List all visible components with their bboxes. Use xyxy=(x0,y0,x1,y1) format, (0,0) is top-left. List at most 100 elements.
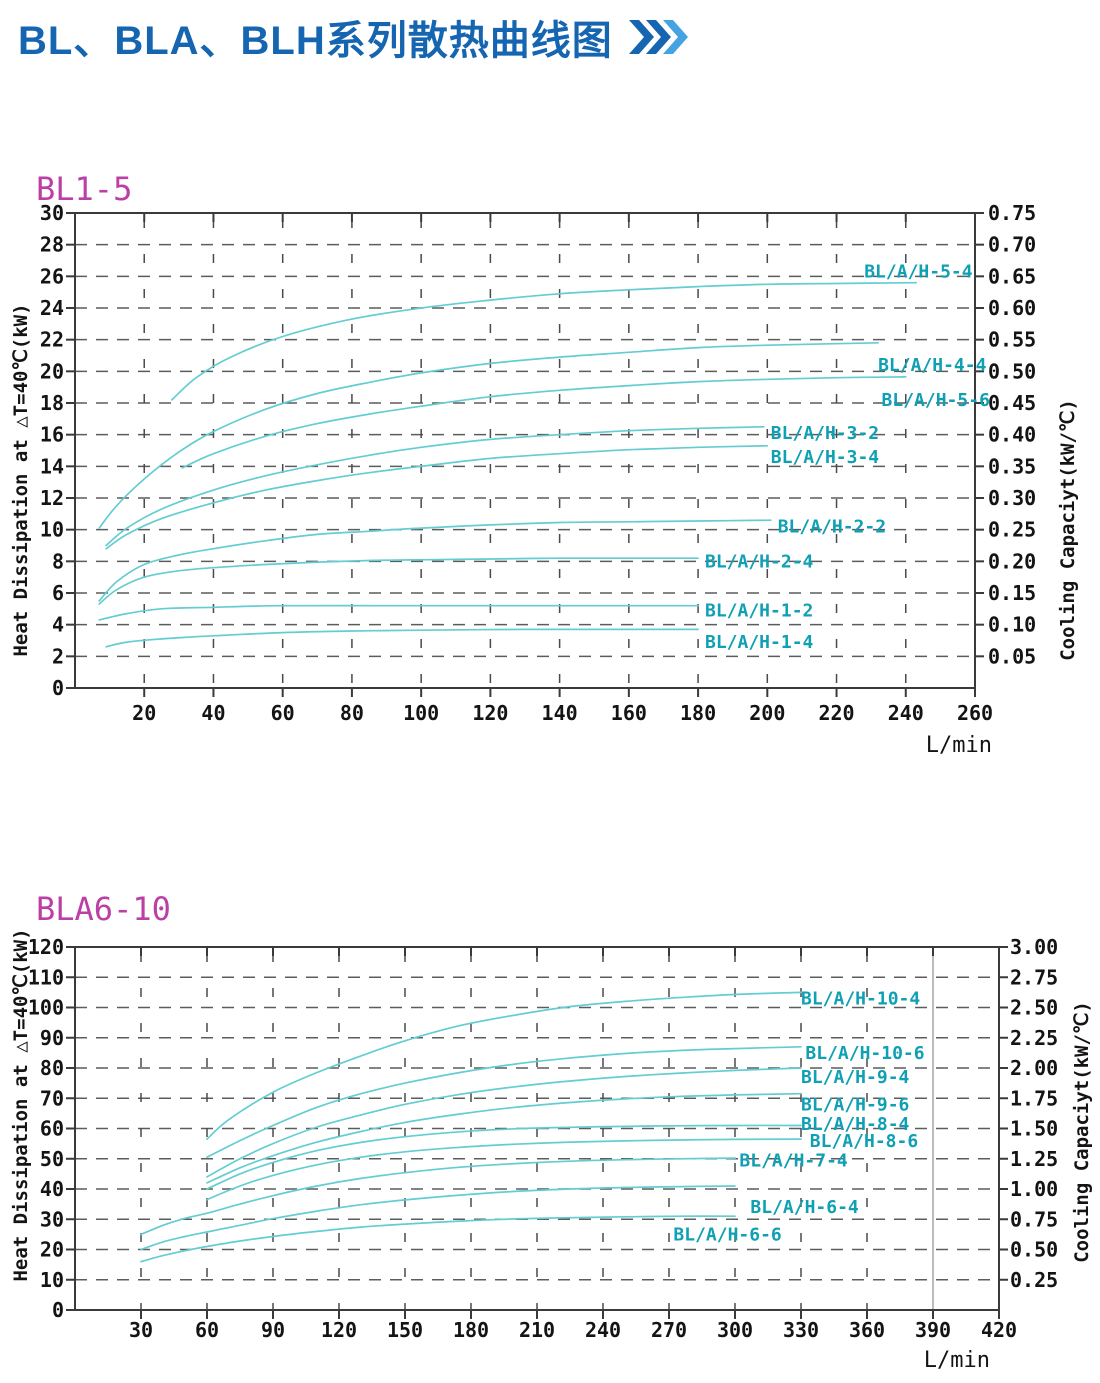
y-right-tick-label: 0.50 xyxy=(988,359,1036,383)
y-right-tick-label: 1.25 xyxy=(1010,1147,1058,1171)
x-tick-label: 140 xyxy=(542,701,578,725)
x-tick-label: 20 xyxy=(132,701,156,725)
curve-BL/A/H-5-6 xyxy=(181,376,907,469)
curve-label-BL/A/H-1-2: BL/A/H-1-2 xyxy=(705,600,813,621)
curve-label-BL/A/H-10-6: BL/A/H-10-6 xyxy=(805,1043,924,1064)
curve-label-BL/A/H-8-6: BL/A/H-8-6 xyxy=(810,1131,918,1152)
x-tick-label: 220 xyxy=(818,701,854,725)
y-left-tick-label: 120 xyxy=(28,935,64,959)
curve-label-BL/A/H-2-2: BL/A/H-2-2 xyxy=(778,517,886,538)
x-tick-label: 60 xyxy=(271,701,295,725)
y-right-tick-label: 0.20 xyxy=(988,549,1036,573)
x-tick-label: 100 xyxy=(403,701,439,725)
chart1-svg: BL1-5 20 40 60 80 100 120 140 160 180 200 220 240 26… xyxy=(10,170,1079,758)
curve-label-BL/A/H-5-6: BL/A/H-5-6 xyxy=(882,390,990,411)
y-left-tick-label: 2 xyxy=(52,644,64,668)
chevron-arrow-icon xyxy=(662,20,688,54)
y-left-tick-label: 0 xyxy=(52,1298,64,1322)
chart2-plot: 30 60 90 120 150 180 210 240 270 300 330 360 390 4200… xyxy=(28,935,1058,1342)
y-left-tick-label: 50 xyxy=(40,1147,64,1171)
page-header: BL、BLA、BLH系列散热曲线图 xyxy=(18,8,691,66)
y-right-tick-label: 0.60 xyxy=(988,296,1036,320)
y-right-tick-label: 0.75 xyxy=(988,201,1036,225)
y-left-tick-label: 12 xyxy=(40,486,64,510)
y-right-tick-label: 0.25 xyxy=(1010,1268,1058,1292)
plot-border xyxy=(74,212,976,689)
x-tick-label: 330 xyxy=(783,1318,819,1342)
y-left-tick-label: 70 xyxy=(40,1086,64,1110)
curve-BL/A/H-2-2 xyxy=(98,519,772,602)
curve-BL/A/H-3-4 xyxy=(105,444,769,550)
curve-BL/A/H-1-4 xyxy=(105,628,699,648)
y-left-tick-label: 100 xyxy=(28,996,64,1020)
y-left-tick-label: 60 xyxy=(40,1117,64,1141)
y-left-tick-label: 18 xyxy=(40,391,64,415)
chart-bl1-5: BL1-5 20 40 60 80 100 120 140 160 180 200 220 240 26… xyxy=(0,150,1100,770)
curve-BL/A/H-8-6 xyxy=(206,1138,802,1201)
y-left-tick-label: 26 xyxy=(40,264,64,288)
y-right-tick-label: 1.00 xyxy=(1010,1177,1058,1201)
y-right-tick-label: 0.35 xyxy=(988,454,1036,478)
y-left-tick-label: 24 xyxy=(40,296,64,320)
page-title: BL、BLA、BLH系列散热曲线图 xyxy=(18,19,613,63)
y-right-tick-label: 0.45 xyxy=(988,391,1036,415)
chart2-svg: BLA6-10 30 60 90 120 150 180 210 240 270 300 330 36… xyxy=(10,890,1093,1373)
curve-label-BL/A/H-9-6: BL/A/H-9-6 xyxy=(801,1094,909,1115)
curve-label-BL/A/H-6-4: BL/A/H-6-4 xyxy=(750,1197,859,1218)
y-right-tick-label: 0.30 xyxy=(988,486,1036,510)
title-chevrons-icon xyxy=(628,20,688,54)
curve-BL/A/H-5-4 xyxy=(171,281,918,401)
y-left-tick-label: 30 xyxy=(40,1207,64,1231)
curve-BL/A/H-9-6 xyxy=(206,1092,802,1184)
chart2-left-axis-title: Heat Dissipation at △T=40℃(kW) xyxy=(10,928,32,1281)
y-left-tick-label: 20 xyxy=(40,1238,64,1262)
y-left-tick-label: 10 xyxy=(40,1268,64,1292)
y-left-tick-label: 6 xyxy=(52,581,64,605)
y-left-tick-label: 40 xyxy=(40,1177,64,1201)
y-right-tick-label: 0.10 xyxy=(988,613,1036,637)
y-left-tick-label: 90 xyxy=(40,1026,64,1050)
y-right-tick-label: 0.65 xyxy=(988,264,1036,288)
y-right-tick-label: 2.25 xyxy=(1010,1026,1058,1050)
y-right-tick-label: 1.75 xyxy=(1010,1086,1058,1110)
curve-BL/A/H-10-6 xyxy=(206,1045,802,1159)
x-tick-label: 90 xyxy=(261,1318,285,1342)
x-tick-label: 240 xyxy=(585,1318,621,1342)
curve-label-BL/A/H-1-4: BL/A/H-1-4 xyxy=(705,632,814,653)
x-tick-label: 270 xyxy=(651,1318,687,1342)
y-right-tick-label: 2.50 xyxy=(1010,996,1058,1020)
y-right-tick-label: 0.70 xyxy=(988,233,1036,257)
curve-BL/A/H-8-4 xyxy=(206,1124,802,1190)
y-right-tick-label: 0.40 xyxy=(988,423,1036,447)
x-tick-label: 390 xyxy=(915,1318,951,1342)
y-left-tick-label: 0 xyxy=(52,676,64,700)
curve-BL/A/H-9-4 xyxy=(206,1067,802,1178)
curve-label-BL/A/H-7-4: BL/A/H-7-4 xyxy=(739,1151,848,1172)
y-left-tick-label: 14 xyxy=(40,454,64,478)
curve-label-BL/A/H-3-2: BL/A/H-3-2 xyxy=(771,423,879,444)
y-left-tick-label: 110 xyxy=(28,965,64,989)
curve-label-BL/A/H-10-4: BL/A/H-10-4 xyxy=(801,988,920,1009)
x-tick-label: 80 xyxy=(340,701,364,725)
x-tick-label: 60 xyxy=(195,1318,219,1342)
curve-BL/A/H-10-4 xyxy=(206,991,802,1140)
y-right-tick-label: 0.05 xyxy=(988,644,1036,668)
x-tick-label: 420 xyxy=(981,1318,1017,1342)
chevron-arrow-icon xyxy=(628,20,654,54)
x-tick-label: 180 xyxy=(680,701,716,725)
x-tick-label: 150 xyxy=(387,1318,423,1342)
y-right-tick-label: 0.15 xyxy=(988,581,1036,605)
x-tick-label: 240 xyxy=(888,701,924,725)
chart2-x-unit: L/min xyxy=(924,1348,990,1373)
y-right-tick-label: 2.00 xyxy=(1010,1056,1058,1080)
y-right-tick-label: 3.00 xyxy=(1010,935,1058,959)
curve-BL/A/H-1-2 xyxy=(98,604,699,621)
curve-BL/A/H-2-4 xyxy=(98,557,699,605)
curve-BL/A/H-6-6 xyxy=(140,1215,736,1263)
chart1-plot: 20 40 60 80 100 120 140 160 180 200 220 240 26002468… xyxy=(40,201,1036,725)
chart2-right-axis-title: Cooling Capaciyt(kW/℃) xyxy=(1071,1001,1093,1263)
chart1-x-unit: L/min xyxy=(926,733,992,758)
curve-label-BL/A/H-5-4: BL/A/H-5-4 xyxy=(864,262,973,283)
curve-BL/A/H-6-4 xyxy=(140,1185,736,1251)
curve-label-BL/A/H-2-4: BL/A/H-2-4 xyxy=(705,551,814,572)
